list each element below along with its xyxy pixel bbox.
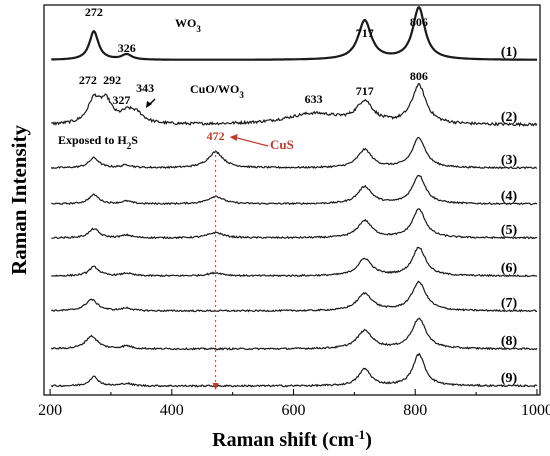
tag-cuo-wo3: CuO/WO3 xyxy=(190,82,244,100)
series-line-6 xyxy=(51,246,538,278)
peak-label-s1-326: 326 xyxy=(118,41,136,55)
x-tick-label-200: 200 xyxy=(38,402,62,419)
tag-exposed-h2s: Exposed to H2S xyxy=(58,133,138,151)
series-line-8 xyxy=(50,317,538,351)
peak-label-s3-472: 472 xyxy=(207,129,225,143)
series-label-9: (9) xyxy=(501,371,518,386)
peak-label-s2-292: 292 xyxy=(103,73,121,87)
peak-label-s2-633: 633 xyxy=(305,92,323,106)
arrow-343-head xyxy=(146,101,152,108)
series-line-5 xyxy=(51,208,538,240)
series-line-2 xyxy=(51,82,538,128)
series-line-9 xyxy=(50,352,538,388)
x-tick-label-800: 800 xyxy=(403,402,427,419)
series-line-4 xyxy=(51,174,538,206)
tag-wo3: WO3 xyxy=(175,16,201,34)
peak-label-s2-717: 717 xyxy=(356,84,374,98)
peak-label-s2-806: 806 xyxy=(410,69,428,83)
series-line-3 xyxy=(50,136,538,170)
series-label-3: (3) xyxy=(501,153,518,168)
annotation-arrow-head xyxy=(229,134,238,141)
x-axis-title: Raman shift (cm-1) xyxy=(212,427,372,452)
x-tick-label-400: 400 xyxy=(160,402,184,419)
annotation-arrow-line xyxy=(233,136,269,147)
y-axis-title: Raman Intensity xyxy=(7,125,31,275)
x-tick-label-600: 600 xyxy=(282,402,306,419)
marker-line-arrowhead xyxy=(212,383,219,390)
series-label-1: (1) xyxy=(501,45,518,60)
series-line-1 xyxy=(51,6,537,61)
peak-label-s2-272: 272 xyxy=(79,73,97,87)
annotation-cus: CuS xyxy=(270,137,294,152)
peak-label-s2-343: 343 xyxy=(136,81,154,95)
series-label-5: (5) xyxy=(501,223,518,238)
plot-frame xyxy=(43,4,541,396)
peak-label-s1-806: 806 xyxy=(410,15,428,29)
x-tick-label-1000: 1000 xyxy=(521,402,550,419)
peak-label-s1-272: 272 xyxy=(85,5,103,19)
series-label-8: (8) xyxy=(501,334,518,349)
peak-label-s2-327: 327 xyxy=(112,93,130,107)
peak-label-s1-717: 717 xyxy=(356,26,374,40)
series-line-7 xyxy=(50,280,538,313)
series-label-2: (2) xyxy=(501,110,518,125)
series-label-7: (7) xyxy=(501,296,518,311)
series-label-4: (4) xyxy=(501,189,518,204)
series-label-6: (6) xyxy=(501,261,518,276)
